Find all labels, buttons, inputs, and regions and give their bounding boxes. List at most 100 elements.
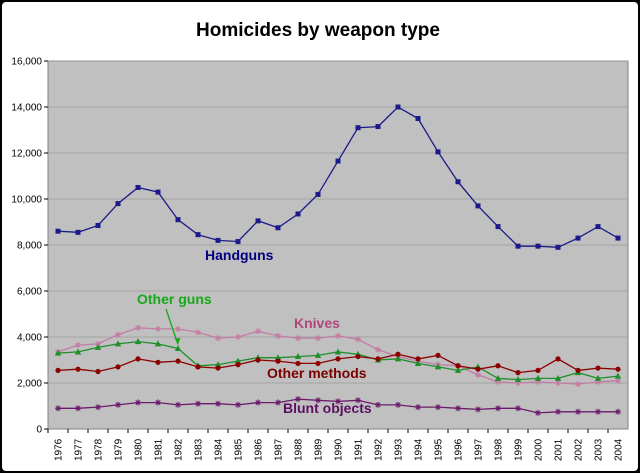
data-point-blunt-objects <box>295 396 301 403</box>
data-point-handguns <box>55 228 61 234</box>
data-point-other-methods <box>335 356 341 362</box>
data-point-blunt-objects <box>595 408 601 415</box>
data-point-other-methods <box>275 358 281 364</box>
data-point-blunt-objects <box>95 404 101 411</box>
data-point-other-guns <box>314 351 322 358</box>
data-point-other-methods <box>75 366 81 372</box>
data-point-other-guns <box>274 354 282 361</box>
x-tick-label: 1985 <box>234 438 245 461</box>
data-point-blunt-objects <box>195 400 201 407</box>
y-tick-label: 4,000 <box>17 333 42 344</box>
data-point-handguns <box>155 189 161 195</box>
data-point-knives <box>195 329 201 336</box>
data-point-handguns <box>495 224 501 230</box>
data-point-other-methods <box>555 356 561 362</box>
data-point-handguns <box>75 229 81 235</box>
y-tick-label: 0 <box>36 425 42 436</box>
y-tick-label: 2,000 <box>17 379 42 390</box>
data-point-knives <box>235 334 241 340</box>
gridlines <box>48 60 628 384</box>
data-point-handguns <box>115 201 121 207</box>
x-tick-label: 1994 <box>414 438 425 461</box>
x-tick-label: 1998 <box>494 438 505 461</box>
data-point-handguns <box>515 243 521 249</box>
data-point-knives <box>115 331 121 338</box>
data-point-knives <box>155 325 161 332</box>
data-point-other-guns <box>454 366 462 373</box>
data-point-other-methods <box>215 365 221 371</box>
data-point-blunt-objects <box>255 399 261 406</box>
x-tick-label: 1996 <box>454 438 465 461</box>
series-label-handguns: Handguns <box>205 247 274 263</box>
data-point-other-methods <box>595 365 601 371</box>
data-point-blunt-objects <box>275 399 281 406</box>
data-point-blunt-objects <box>375 401 381 408</box>
series-group <box>54 104 622 416</box>
y-tick-label: 10,000 <box>11 195 42 206</box>
x-tick-label: 1999 <box>514 438 525 461</box>
data-point-knives <box>315 335 321 342</box>
x-tick-label: 1984 <box>214 438 225 461</box>
data-point-handguns <box>295 211 301 217</box>
data-point-other-methods <box>615 366 621 372</box>
data-point-other-guns <box>214 361 222 368</box>
data-point-handguns <box>455 179 461 185</box>
data-point-other-guns <box>414 359 422 366</box>
data-point-blunt-objects <box>135 399 141 406</box>
data-point-blunt-objects <box>235 401 241 408</box>
series-label-other-guns: Other guns <box>137 291 212 307</box>
data-point-other-methods <box>135 356 141 362</box>
data-point-other-guns <box>74 348 82 355</box>
x-tick-label: 1988 <box>294 438 305 461</box>
data-point-handguns <box>195 232 201 238</box>
data-point-blunt-objects <box>455 405 461 412</box>
data-point-other-methods <box>115 364 121 370</box>
data-point-other-guns <box>394 355 402 362</box>
data-point-other-guns <box>234 357 242 364</box>
x-axis: 1976 1977 1978 1979 1980 1981 1982 1983 1984 1985… <box>47 429 625 461</box>
data-point-handguns <box>575 235 581 241</box>
data-point-blunt-objects <box>495 405 501 412</box>
y-tick-label: 14,000 <box>11 103 42 114</box>
data-point-other-methods <box>195 364 201 370</box>
data-point-other-methods <box>255 357 261 363</box>
data-point-other-methods <box>175 358 181 364</box>
data-point-knives <box>255 328 261 335</box>
x-tick-label: 1977 <box>74 438 85 461</box>
data-point-other-guns <box>154 340 162 347</box>
series-label-blunt-objects: Blunt objects <box>283 400 372 416</box>
data-point-handguns <box>175 217 181 223</box>
x-tick-label: 1997 <box>474 438 485 461</box>
data-point-blunt-objects <box>535 409 541 416</box>
data-point-knives <box>295 335 301 342</box>
y-tick-label: 8,000 <box>17 241 42 252</box>
data-point-other-methods <box>55 367 61 373</box>
data-point-knives <box>615 377 621 384</box>
data-point-handguns <box>315 191 321 197</box>
series-label-other-methods: Other methods <box>267 365 367 381</box>
x-tick-label: 1995 <box>434 438 445 461</box>
data-point-other-methods <box>495 363 501 369</box>
data-point-handguns <box>415 116 421 121</box>
data-point-other-methods <box>435 352 441 358</box>
data-point-blunt-objects <box>395 401 401 408</box>
data-point-handguns <box>555 244 561 250</box>
data-point-knives <box>175 325 181 332</box>
data-point-knives <box>555 380 561 386</box>
data-point-other-guns <box>554 374 562 381</box>
data-point-other-methods <box>575 367 581 373</box>
data-point-handguns <box>95 222 101 228</box>
data-point-other-methods <box>95 368 101 375</box>
data-point-handguns <box>135 185 141 190</box>
data-point-other-guns <box>54 349 62 356</box>
x-tick-label: 2003 <box>594 438 605 461</box>
data-point-blunt-objects <box>155 399 161 406</box>
data-point-other-guns <box>114 340 122 347</box>
data-point-knives <box>75 342 81 349</box>
x-tick-label: 1976 <box>54 438 65 461</box>
data-point-handguns <box>475 203 481 209</box>
data-point-blunt-objects <box>475 406 481 413</box>
data-point-other-methods <box>515 370 521 376</box>
data-point-handguns <box>335 158 341 164</box>
x-tick-label: 1980 <box>134 438 145 461</box>
